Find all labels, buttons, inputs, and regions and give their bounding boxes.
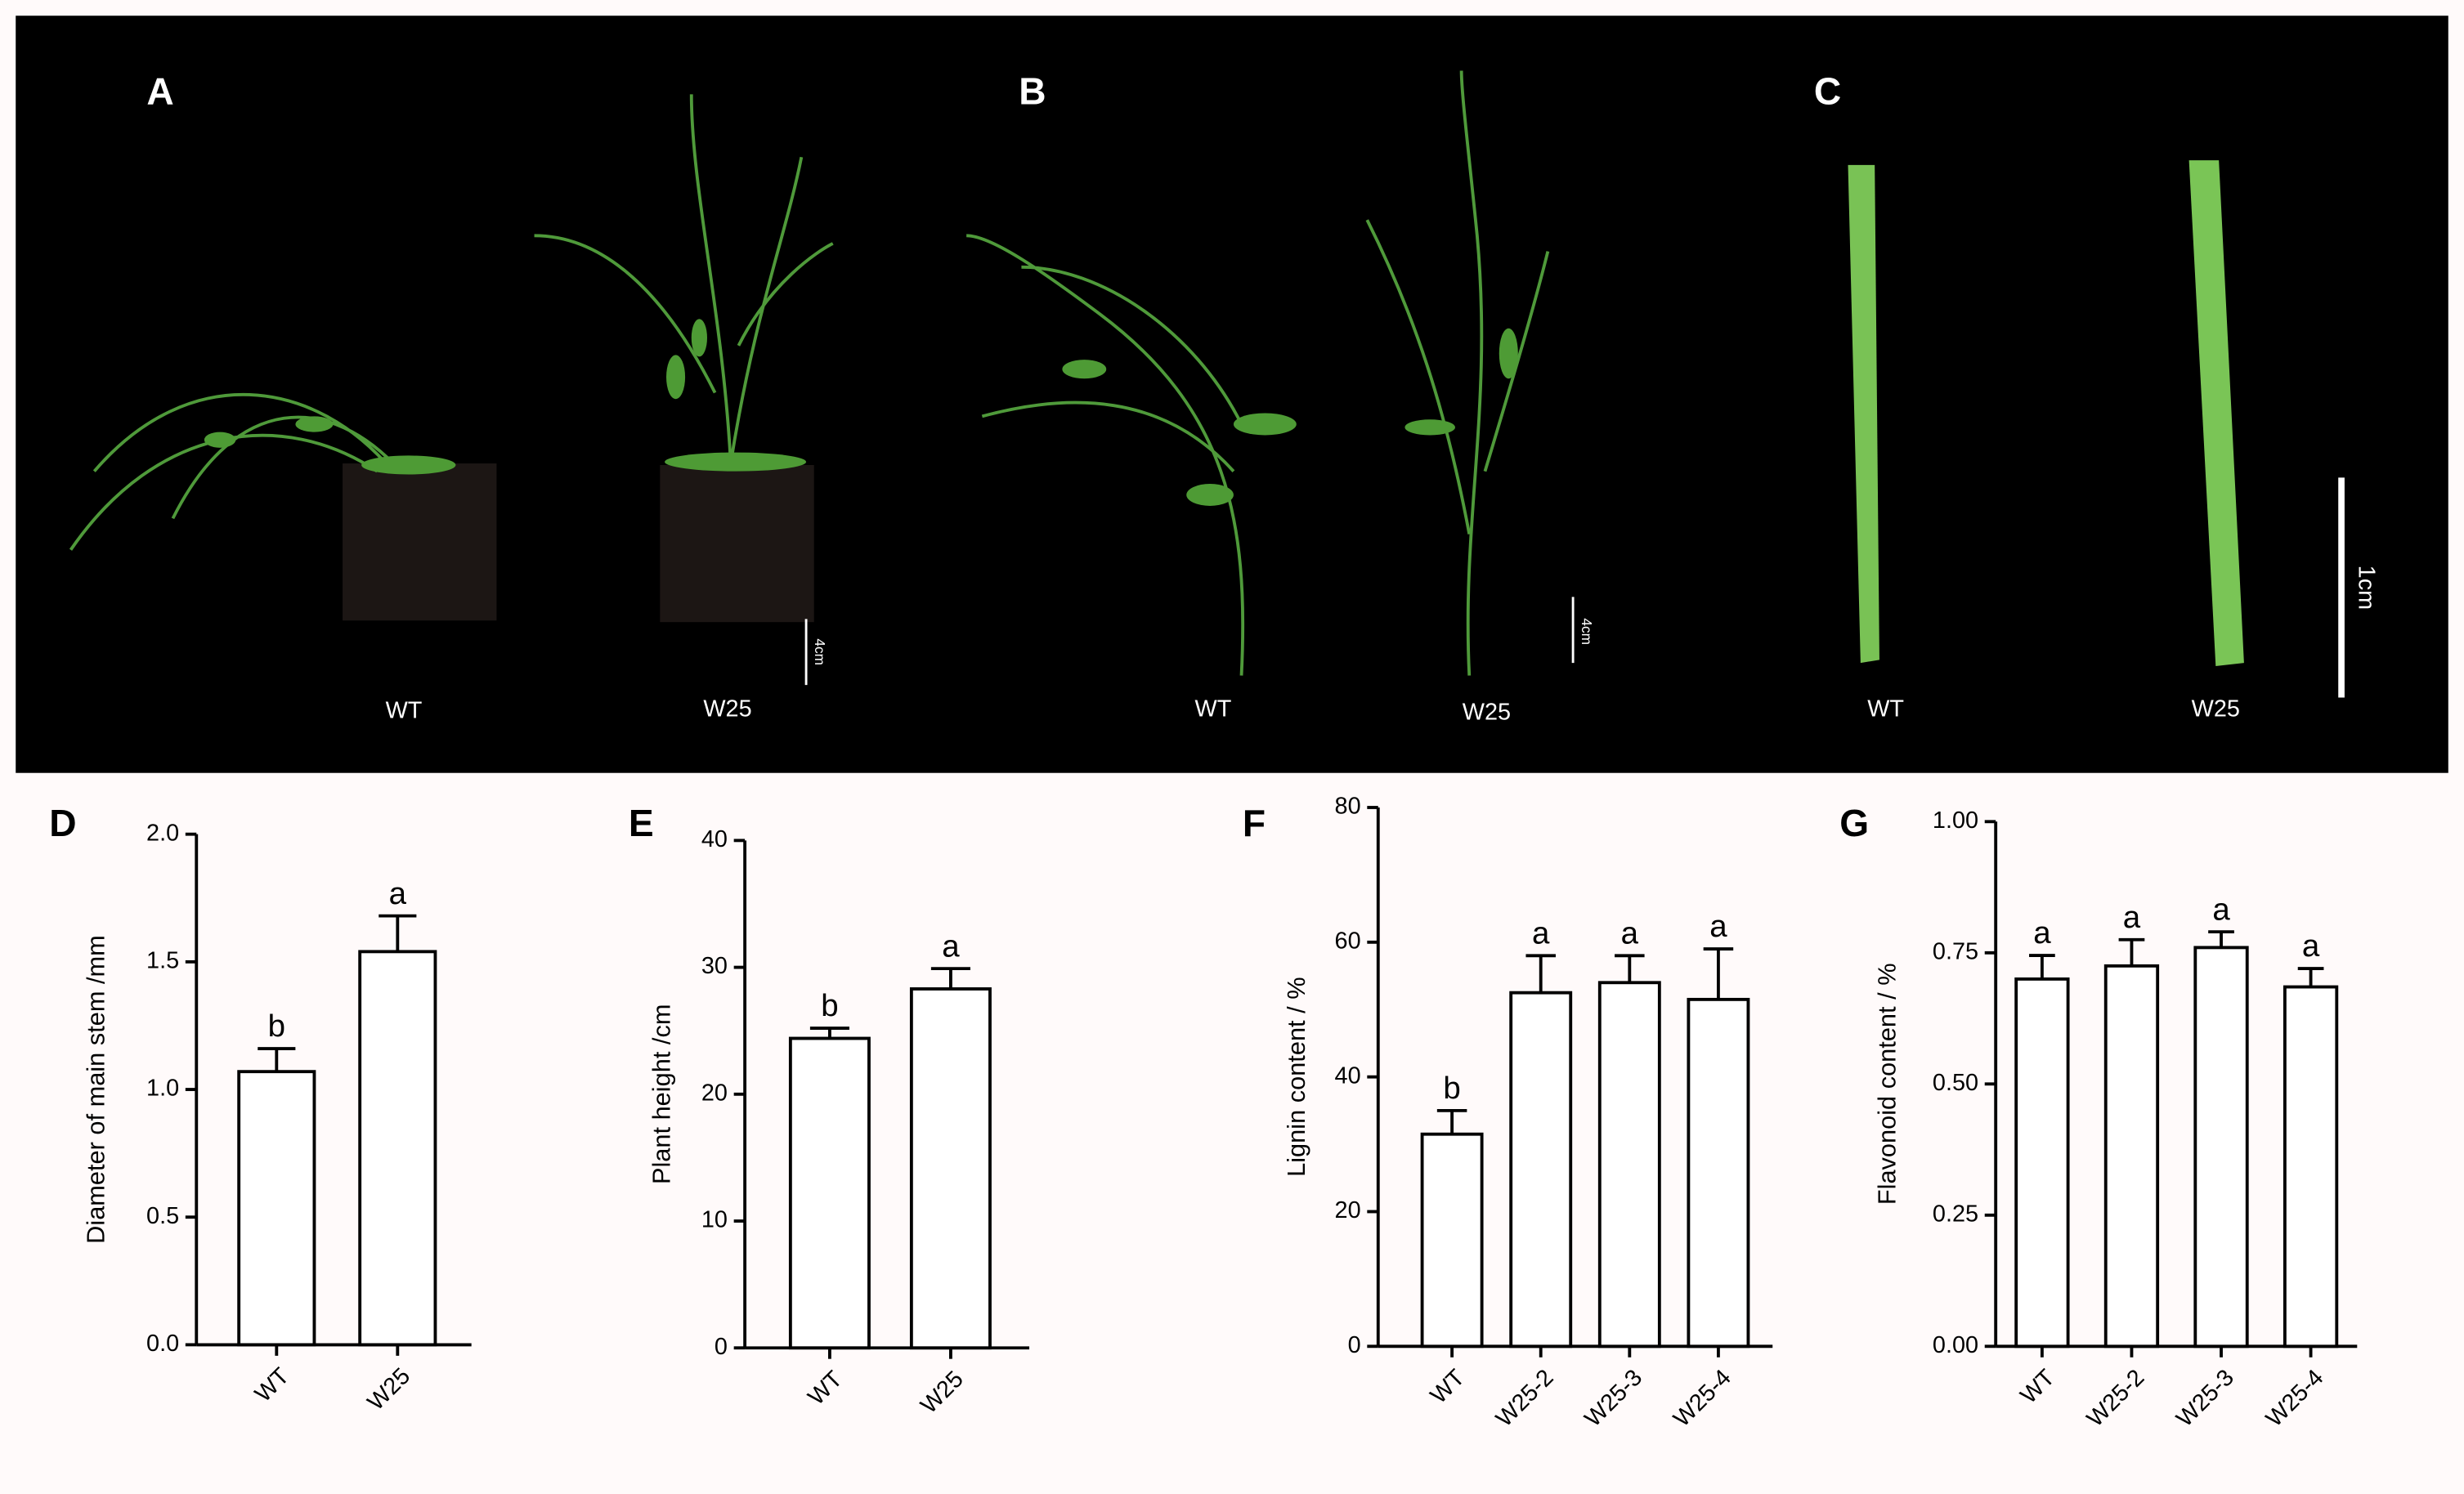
y-tick-label: 40	[701, 826, 728, 852]
y-tick-label: 0.25	[1933, 1201, 1978, 1227]
photo-a: A WT W25 4cm	[69, 70, 834, 723]
significance-letter: a	[942, 928, 960, 964]
panel-label: F	[1243, 802, 1266, 844]
significance-letter: b	[821, 988, 838, 1023]
x-tick-label: WT	[1426, 1365, 1470, 1409]
y-tick-label: 1.0	[146, 1076, 179, 1102]
scale-label: 4cm	[1579, 618, 1595, 645]
y-tick-label: 0.5	[146, 1203, 179, 1229]
significance-letter: a	[2123, 900, 2141, 935]
panel-label: B	[1019, 70, 1046, 113]
y-tick-label: 10	[701, 1207, 728, 1233]
panel-label: C	[1814, 70, 1841, 113]
x-tick-label: W25	[363, 1363, 416, 1416]
x-tick-label: W25-3	[1580, 1365, 1648, 1433]
group-label: WT	[386, 697, 423, 723]
y-tick-label: 20	[1335, 1197, 1361, 1223]
bar	[2014, 977, 2070, 1349]
bar	[788, 1036, 871, 1350]
x-tick-label: W25-2	[1491, 1365, 1559, 1433]
bar	[1420, 1132, 1484, 1349]
y-tick-label: 0.75	[1933, 938, 1978, 964]
significance-letter: a	[1709, 909, 1727, 944]
y-tick-label: 80	[1335, 794, 1361, 820]
x-tick-label: WT	[250, 1363, 294, 1407]
bar	[1597, 981, 1661, 1349]
group-label: WT	[1867, 696, 1904, 722]
x-tick-label: W25-3	[2171, 1365, 2239, 1433]
y-tick-label: 0.50	[1933, 1070, 1978, 1096]
bar	[358, 950, 437, 1347]
significance-letter: a	[2033, 915, 2051, 951]
scale-label: 1cm	[2353, 566, 2379, 610]
significance-letter: a	[389, 876, 407, 911]
group-label: W25	[1463, 699, 1511, 725]
y-tick-label: 0	[715, 1334, 728, 1360]
y-tick-label: 0.0	[146, 1331, 179, 1357]
y-axis-label: Lignin content / %	[1282, 977, 1310, 1176]
photo-c: C WT W25 1cm	[1814, 70, 2379, 722]
significance-letter: a	[1532, 915, 1550, 951]
panel-label: A	[146, 70, 173, 113]
x-tick-label: W25-4	[2261, 1365, 2329, 1433]
panel-label: E	[629, 802, 654, 844]
bar	[2103, 964, 2160, 1349]
bar	[909, 987, 992, 1350]
x-tick-label: W25-4	[1669, 1365, 1736, 1433]
y-axis-label: Plant height /cm	[647, 1004, 675, 1184]
bar	[237, 1070, 316, 1347]
y-tick-label: 0.00	[1933, 1332, 1978, 1358]
y-tick-label: 40	[1335, 1062, 1361, 1089]
significance-letter: a	[2212, 892, 2230, 927]
x-tick-label: WT	[803, 1367, 847, 1411]
bar	[1687, 997, 1750, 1349]
x-tick-label: WT	[2015, 1365, 2059, 1409]
y-axis-label: Flavonoid content / %	[1873, 963, 1902, 1205]
y-tick-label: 2.0	[146, 820, 179, 846]
photo-b: B WT W25 4cm	[966, 70, 1595, 725]
x-tick-label: W25-2	[2082, 1365, 2150, 1433]
y-tick-label: 1.5	[146, 947, 179, 973]
bar	[1509, 991, 1573, 1349]
y-axis-label: Diameter of main stem /mm	[81, 935, 110, 1244]
significance-letter: b	[1443, 1071, 1460, 1106]
y-tick-label: 30	[701, 953, 728, 979]
photo-background	[16, 16, 2448, 773]
group-label: W25	[703, 696, 751, 722]
y-tick-label: 0	[1348, 1332, 1361, 1358]
bar	[2283, 985, 2339, 1349]
group-label: W25	[2192, 696, 2240, 722]
y-tick-label: 1.00	[1933, 807, 1978, 834]
x-tick-label: W25	[916, 1367, 969, 1420]
significance-letter: a	[2302, 928, 2320, 964]
group-label: WT	[1195, 696, 1232, 722]
significance-letter: a	[1621, 915, 1639, 951]
scale-label: 4cm	[812, 638, 828, 665]
panel-label: D	[49, 802, 76, 844]
bar	[2193, 946, 2249, 1349]
y-tick-label: 60	[1335, 928, 1361, 954]
significance-letter: b	[268, 1009, 285, 1044]
y-tick-label: 20	[701, 1080, 728, 1106]
panel-label: G	[1839, 802, 1869, 844]
